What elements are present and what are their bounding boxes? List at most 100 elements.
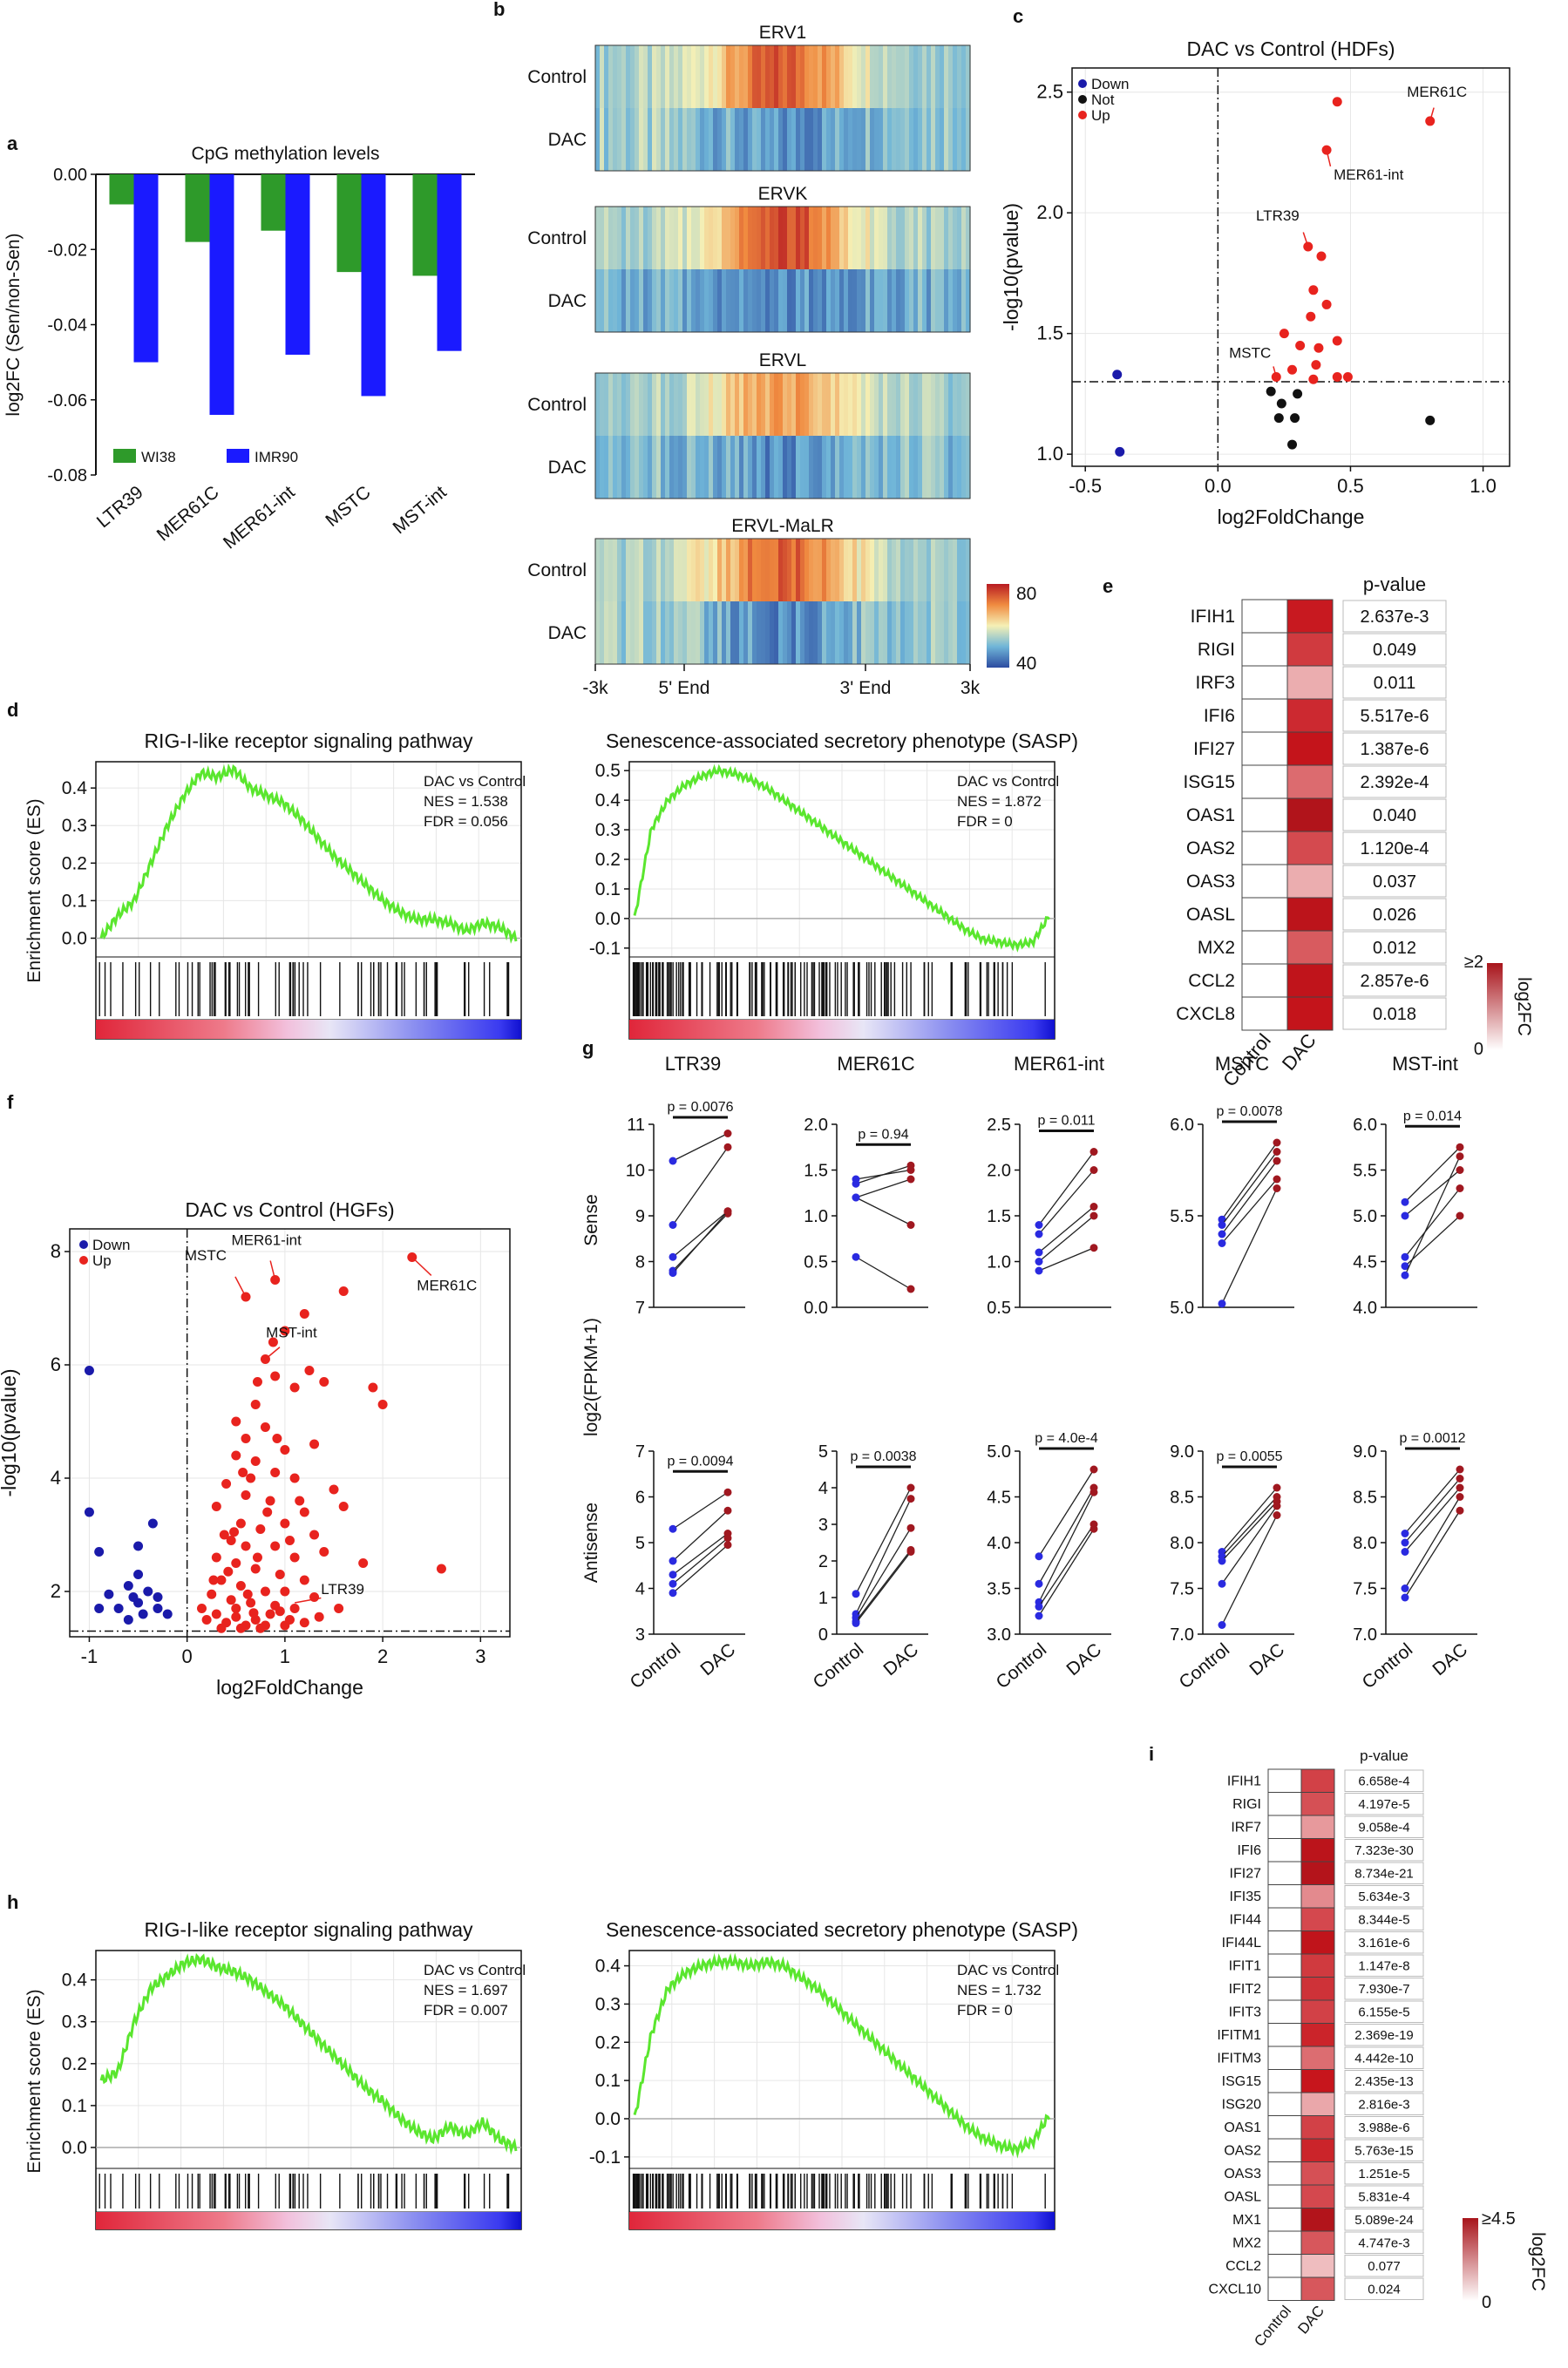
heatmap-cell	[879, 45, 884, 108]
heatmap-cell	[922, 373, 927, 436]
heatmap-cell	[717, 108, 723, 171]
heatmap-cell	[761, 207, 766, 269]
heatmap-cell	[953, 539, 958, 601]
y-tick-label: 0.2	[595, 850, 621, 870]
control-point	[669, 1524, 677, 1533]
heatmap-cell	[813, 373, 818, 436]
heatmap-cell	[870, 436, 875, 499]
control-cell	[1267, 2276, 1302, 2301]
heatmap-cell	[735, 373, 740, 436]
heatmap-cell	[804, 269, 810, 332]
y-tick-label: 4.5	[1353, 1253, 1377, 1272]
dac-point	[723, 1207, 732, 1216]
heatmap-cell	[948, 373, 954, 436]
pair-line	[1404, 1469, 1461, 1534]
pvalue-text: 4.197e-5	[1358, 1797, 1409, 1812]
pair-line	[672, 1211, 729, 1274]
x-tick-label: 0	[182, 1645, 193, 1667]
heatmap-cell	[678, 45, 683, 108]
heatmap-cell	[757, 45, 762, 108]
heatmap-cell	[621, 207, 627, 269]
heatmap-cell	[883, 269, 888, 332]
heatmap-cell	[617, 207, 622, 269]
heatmap-cell	[818, 269, 823, 332]
heatmap-cell	[783, 108, 788, 171]
heatmap-cell	[669, 373, 675, 436]
heatmap-cell	[717, 373, 723, 436]
heatmap-cell	[757, 207, 762, 269]
heatmap-cell	[918, 373, 923, 436]
row-label: DAC	[548, 130, 587, 150]
pvalue-text: 7.930e-7	[1358, 1982, 1409, 1997]
point-down	[147, 1518, 158, 1529]
heatmap-cell	[831, 373, 836, 436]
heatmap-cell	[909, 108, 914, 171]
heatmap-cell	[687, 269, 692, 332]
control-cell	[1241, 698, 1288, 733]
heatmap-cell	[604, 601, 609, 664]
dac-cell	[1300, 1884, 1335, 1909]
control-cell	[1267, 1792, 1302, 1816]
heatmap-cell	[665, 45, 670, 108]
heatmap-cell	[835, 601, 840, 664]
pvalue-cell	[1342, 964, 1447, 997]
heatmap-cell	[656, 436, 662, 499]
control-point	[1401, 1252, 1409, 1261]
pvalue-text: 8.734e-21	[1354, 1867, 1414, 1882]
heatmap-cell	[944, 45, 949, 108]
heatmap-cell	[600, 539, 605, 601]
heatmap-cell	[940, 539, 945, 601]
stats-label: FDR = 0.007	[424, 2002, 508, 2019]
pvalue-label: p = 0.0012	[1399, 1431, 1465, 1446]
dac-cell	[1286, 698, 1334, 733]
heatmap-cell	[661, 436, 666, 499]
heatmap-cell	[717, 601, 723, 664]
panel-a-bar-chart: CpG methylation levels 0.00 -0.02 -0.04 -0.0…	[3, 144, 475, 553]
heatmap-cell	[722, 436, 727, 499]
chart-title: DAC vs Control (HDFs)	[1187, 37, 1395, 60]
x-tick-label: MST-int	[390, 482, 451, 538]
heatmap-cell	[713, 539, 718, 601]
heatmap-cell	[887, 108, 893, 171]
heatmap-cell	[774, 539, 779, 601]
heatmap-cell	[730, 207, 736, 269]
heatmap-cell	[665, 373, 670, 436]
heatmap-cell	[635, 601, 640, 664]
heatmap-cell	[940, 436, 945, 499]
dac-point	[906, 1161, 915, 1170]
pair-line	[1038, 1151, 1095, 1225]
point-up	[211, 1552, 221, 1563]
dac-cell	[1300, 1953, 1335, 1978]
row-label: Control	[527, 395, 587, 415]
heatmap-cell	[617, 108, 622, 171]
heatmap-cell	[896, 45, 901, 108]
heatmap-cell	[674, 207, 679, 269]
heatmap-cell	[682, 108, 688, 171]
stats-label: DAC vs Control	[424, 773, 526, 790]
heatmap-cell	[918, 601, 923, 664]
heatmap-cell	[887, 436, 893, 499]
heatmap-cell	[879, 373, 884, 436]
y-tick-label: -0.1	[589, 939, 621, 959]
heatmap-cell	[743, 45, 749, 108]
heatmap-cell	[804, 108, 810, 171]
row-label: Control	[527, 560, 587, 580]
point-down	[94, 1547, 105, 1557]
heatmap-cell	[652, 45, 657, 108]
pair-line	[1404, 1510, 1461, 1598]
heatmap-cell	[852, 601, 858, 664]
heatmap-cell	[621, 539, 627, 601]
dac-point	[1089, 1211, 1098, 1220]
panel-g-paired-plots: log2(FPKM+1)SenseAntisenseLTR397891011p …	[581, 1053, 1477, 1693]
gene-label: MX1	[1232, 2213, 1261, 2228]
bar	[185, 174, 210, 242]
pvalue-text: 0.040	[1373, 806, 1416, 825]
heatmap-cell	[826, 108, 832, 171]
heatmap-cell	[844, 269, 849, 332]
heatmap-cell	[787, 108, 792, 171]
y-tick-label: -0.1	[589, 2147, 621, 2168]
heatmap-cell	[726, 108, 731, 171]
heatmap-cell	[661, 45, 666, 108]
heatmap-cell	[857, 108, 862, 171]
heatmap-cell	[913, 436, 919, 499]
